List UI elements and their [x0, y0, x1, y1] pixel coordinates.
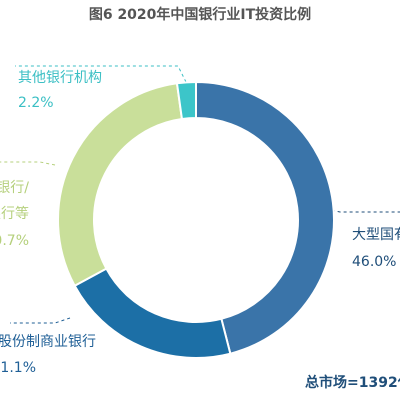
value-label: 30.7%: [0, 233, 29, 249]
chart-title: 图6 2020年中国银行业IT投资比例: [88, 7, 312, 23]
leader-line: [10, 317, 71, 324]
value-label: 2.2%: [18, 95, 54, 111]
value-label: 46.0%: [352, 254, 397, 270]
donut-segment: [175, 80, 197, 121]
donut-segment: [73, 267, 232, 359]
category-label: 其他银行机构: [18, 70, 102, 86]
category-label: 大型国有银行: [352, 227, 400, 243]
total-label: 总市场=1392亿元: [305, 375, 400, 391]
leader-line: [15, 65, 187, 83]
leader-line: [0, 161, 56, 166]
category-label: 股份制商业银行: [0, 334, 96, 350]
category-label: 城市商业银行/ 农村商业银行等: [0, 180, 29, 222]
donut-segment: [195, 80, 335, 355]
value-label: 21.1%: [0, 360, 36, 376]
donut-segment: [57, 82, 184, 288]
